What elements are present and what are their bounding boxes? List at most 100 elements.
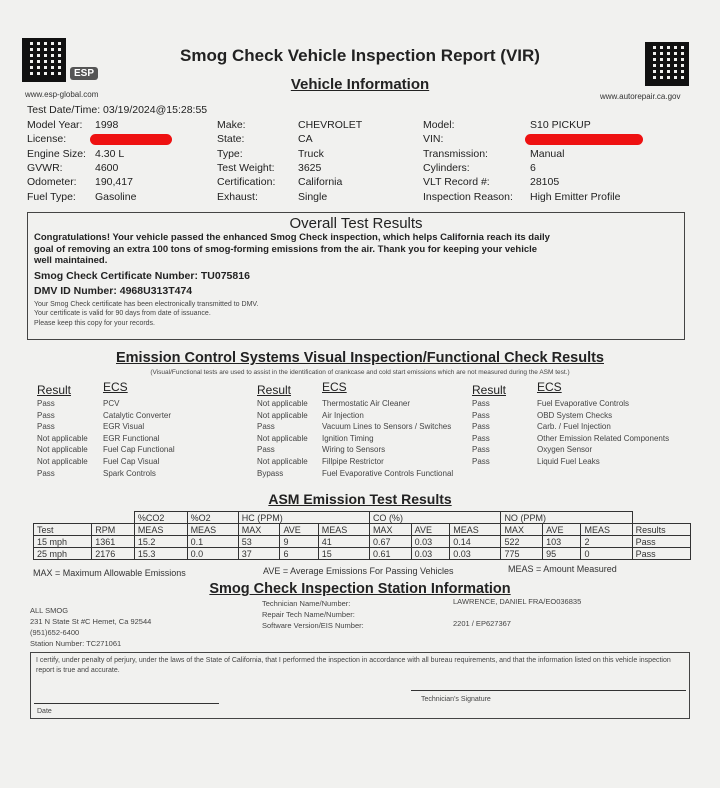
ecs-result: Not applicable [257, 457, 308, 466]
ecs-result: Bypass [257, 468, 284, 478]
repair-tech-label: Repair Tech Name/Number: [262, 610, 355, 619]
ecs-item: Liquid Fuel Leaks [537, 457, 600, 466]
field-value: 3625 [298, 161, 322, 174]
test-datetime: Test Date/Time: 03/19/2024@15:28:55 [27, 104, 208, 116]
station-heading: Smog Check Inspection Station Informatio… [209, 581, 511, 597]
ecs-result: Not applicable [37, 457, 88, 466]
table-cell: 2176 [91, 547, 135, 560]
ecs-result: Pass [472, 399, 490, 408]
group-header: HC (PPM) [237, 511, 370, 524]
table-cell: 37 [237, 547, 281, 560]
group-header: NO (PPM) [500, 511, 633, 524]
ecs-result: Pass [472, 433, 490, 443]
signature-label: Technician's Signature [421, 696, 491, 703]
legend-max: MAX = Maximum Allowable Emissions [33, 568, 186, 578]
table-cell: 0.03 [449, 547, 502, 560]
table-cell: 15.3 [133, 547, 188, 560]
table-cell: Pass [631, 535, 692, 548]
ecs-item: Spark Controls [103, 468, 156, 478]
ecs-result: Not applicable [37, 433, 88, 443]
vehicle-info-heading: Vehicle Information [290, 76, 430, 93]
ecs-header: ECS [103, 380, 128, 394]
redaction-mark [90, 134, 172, 146]
legend-meas: MEAS = Amount Measured [508, 564, 617, 574]
table-cell: 25 mph [32, 547, 93, 560]
field-label: Certification: [217, 176, 276, 189]
station-name: ALL SMOG [30, 606, 69, 615]
column-header: MEAS [317, 523, 370, 536]
overall-note: Please keep this copy for your records. [34, 319, 156, 327]
station-address: ALL SMOG 231 N State St #C Hemet, Ca 925… [30, 605, 151, 649]
ecs-result: Pass [472, 422, 490, 432]
result-header: Result [257, 383, 292, 397]
ecs-note: (Visual/Functional tests are used to ass… [150, 369, 570, 376]
table-cell: 0.03 [410, 547, 451, 560]
column-header: Results [631, 523, 692, 536]
ecs-result: Pass [37, 422, 55, 432]
column-header: Test [32, 523, 93, 536]
ecs-result: Pass [472, 445, 490, 455]
blank-cell [34, 512, 135, 524]
column-header: AVE [410, 523, 451, 536]
overall-note: Your Smog Check certificate has been ele… [34, 300, 259, 308]
certification-text: I certify, under penalty of perjury, und… [36, 657, 671, 674]
ecs-result: Pass [257, 422, 275, 432]
autorepair-url: www.autorepair.ca.gov [600, 92, 681, 101]
group-header: %CO2 [133, 511, 188, 524]
report-title: Smog Check Vehicle Inspection Report (VI… [180, 46, 540, 65]
field-label: GVWR: [27, 161, 63, 174]
ecs-result: Pass [472, 410, 490, 420]
field-value: 4600 [95, 161, 119, 174]
software-value: 2201 / EP627367 [453, 619, 511, 628]
ecs-item: Air Injection [322, 410, 364, 420]
field-label: Make: [217, 119, 246, 131]
field-value: 4.30 L [95, 147, 125, 160]
table-cell: 1361 [91, 535, 135, 548]
esp-url: www.esp-global.com [25, 90, 99, 99]
table-cell: 0.0 [186, 547, 239, 560]
field-label: Odometer: [27, 176, 77, 189]
table-cell: 775 [500, 547, 544, 560]
field-value: 28105 [530, 176, 560, 189]
table-cell: 0.67 [368, 535, 412, 548]
legend-ave: AVE = Average Emissions For Passing Vehi… [263, 566, 454, 576]
field-label: Transmission: [423, 147, 488, 160]
blank-cell [632, 512, 690, 524]
ecs-header: ECS [322, 380, 347, 394]
table-cell: 15.2 [133, 535, 188, 548]
ecs-item: EGR Functional [103, 433, 160, 443]
field-label: Inspection Reason: [423, 190, 513, 203]
table-cell: 53 [237, 535, 281, 548]
ecs-item: Ignition Timing [322, 433, 374, 443]
software-label: Software Version/EIS Number: [262, 621, 364, 630]
group-header: %O2 [186, 511, 239, 524]
field-label: VLT Record #: [423, 176, 490, 189]
vehicle-info-grid: Model Year: 1998 Make: CHEVROLET Model: S10 P… [0, 118, 720, 208]
column-header: MEAS [186, 523, 239, 536]
table-cell: 2 [580, 535, 633, 548]
table-cell: 103 [542, 535, 582, 548]
ecs-item: Other Emission Related Components [537, 433, 670, 443]
table-row: 15 mph 1361 15.2 0.1 53 9 41 0.67 0.03 0.14 522 103… [32, 535, 692, 548]
ecs-item: Fuel Cap Functional [103, 445, 175, 455]
field-label: Test Weight: [217, 161, 275, 174]
date-label: Date [37, 708, 52, 715]
column-header: MEAS [133, 523, 188, 536]
ecs-results: Result ECS Pass PCV Pass Catalytic Converter P… [0, 380, 720, 483]
technician-label: Technician Name/Number: [262, 599, 351, 608]
column-header: AVE [279, 523, 319, 536]
table-row: 25 mph 2176 15.3 0.0 37 6 15 0.61 0.03 0.03 775 95 0… [32, 547, 692, 560]
ecs-result: Not applicable [257, 399, 308, 408]
table-cell: 95 [542, 547, 582, 560]
field-value: S10 PICKUP [530, 119, 591, 131]
column-header: MAX [368, 523, 412, 536]
field-value: 1998 [95, 119, 119, 131]
result-header: Result [37, 383, 72, 397]
ecs-item: Fuel Evaporative Controls Functional [322, 468, 454, 478]
station-number: Station Number: TC271061 [30, 639, 122, 648]
ecs-heading: Emission Control Systems Visual Inspecti… [115, 350, 604, 366]
dmv-id-number: DMV ID Number: 4968U313T474 [34, 284, 193, 297]
field-label: Engine Size: [27, 147, 86, 160]
table-cell: 9 [279, 535, 319, 548]
field-value: Single [298, 190, 328, 203]
